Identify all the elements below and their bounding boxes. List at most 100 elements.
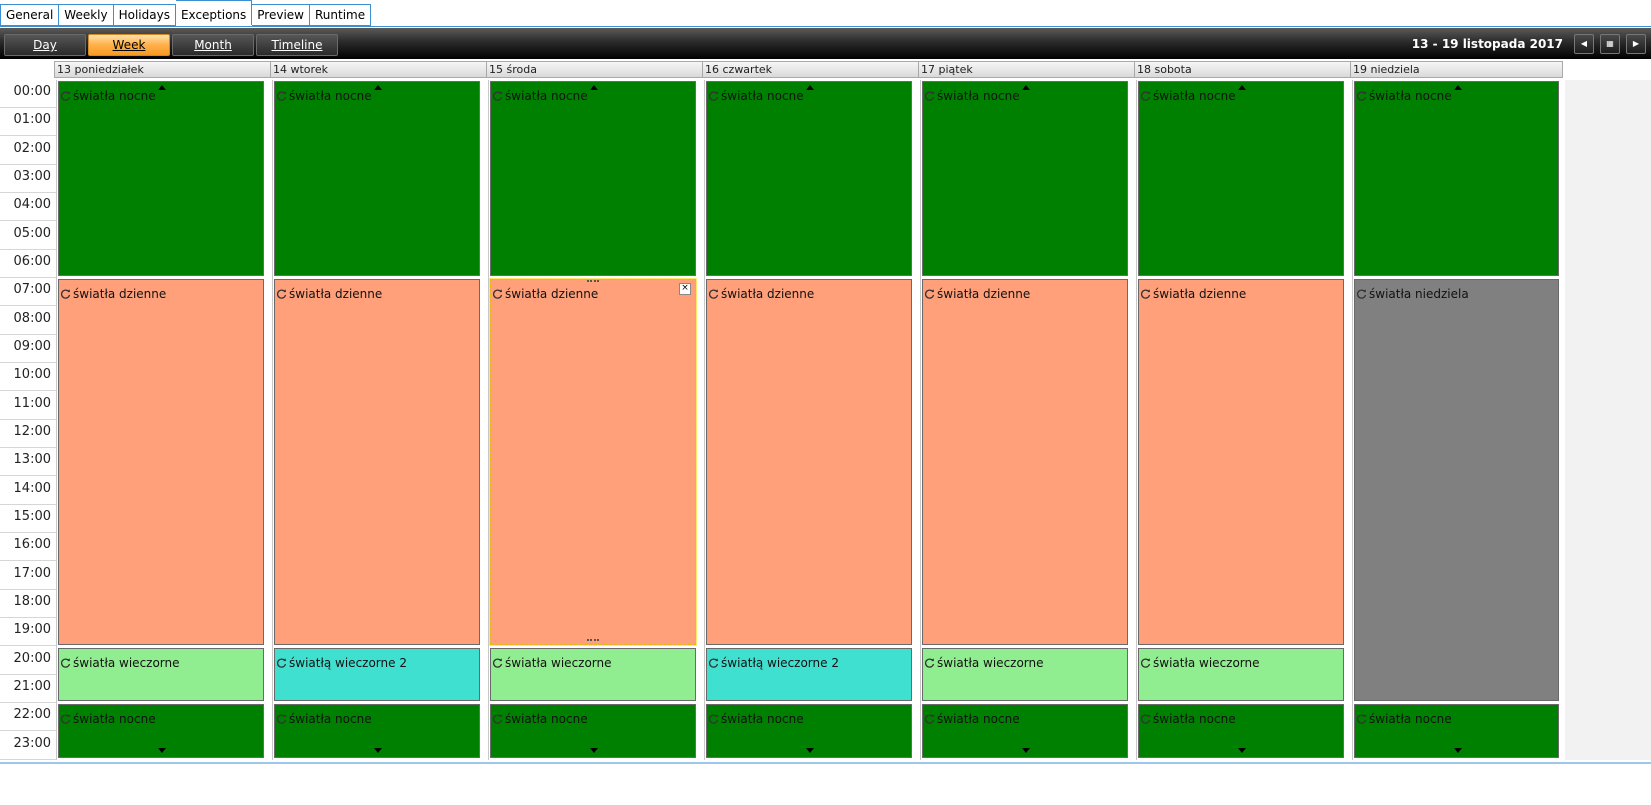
continues-earlier-icon[interactable] bbox=[806, 85, 814, 90]
hour-label: 22:00 bbox=[0, 703, 56, 732]
week-grid: światła nocne światła dzienne światła wiec… bbox=[56, 80, 1651, 760]
appointment[interactable]: światła wieczorne bbox=[1138, 647, 1344, 702]
recurrence-icon bbox=[1141, 657, 1151, 669]
appointment[interactable]: światła dzienne bbox=[274, 279, 480, 645]
recurrence-icon bbox=[925, 713, 935, 725]
continues-later-icon[interactable] bbox=[374, 747, 382, 753]
view-week-button[interactable]: Week bbox=[88, 34, 170, 56]
continues-later-icon[interactable] bbox=[1238, 747, 1246, 753]
day-header: 18 sobota bbox=[1134, 61, 1351, 78]
appointment[interactable]: światła wieczorne bbox=[58, 647, 264, 702]
appointment[interactable]: światła nocne bbox=[1138, 704, 1344, 758]
next-period-button[interactable]: ▶ bbox=[1626, 34, 1646, 54]
appointment[interactable]: światła nocne bbox=[1354, 704, 1559, 758]
triangle-left-icon: ◀ bbox=[1580, 39, 1588, 48]
appointment-title: światła nocne bbox=[721, 712, 804, 727]
hour-label: 07:00 bbox=[0, 278, 56, 307]
appointment[interactable]: światła nocne bbox=[706, 704, 912, 758]
appointment[interactable]: światła nocne bbox=[706, 81, 912, 277]
continues-later-icon[interactable] bbox=[590, 747, 598, 753]
recurrence-icon bbox=[1357, 288, 1367, 300]
tab-general[interactable]: General bbox=[0, 4, 60, 26]
hour-label: 21:00 bbox=[0, 675, 56, 703]
appointment-title: światła nocne bbox=[1369, 89, 1452, 103]
delete-appointment-icon[interactable]: × bbox=[679, 283, 691, 296]
continues-later-icon[interactable] bbox=[806, 747, 814, 753]
appointment-title: światła wieczorne bbox=[937, 655, 1044, 670]
resize-bottom-handle[interactable] bbox=[587, 638, 599, 644]
appointment[interactable]: światła nocne bbox=[922, 81, 1128, 277]
recurrence-icon bbox=[493, 288, 503, 300]
appointment-title: światła dzienne bbox=[289, 287, 383, 302]
hour-label: 09:00 bbox=[0, 335, 56, 363]
recurrence-icon bbox=[709, 90, 719, 102]
appointment[interactable]: światła nocne bbox=[490, 704, 696, 758]
appointment[interactable]: światła wieczorne bbox=[490, 647, 696, 702]
appointment[interactable]: światła nocne bbox=[58, 81, 264, 277]
recurrence-icon bbox=[709, 288, 719, 300]
appointment-title: światła nocne bbox=[937, 89, 1020, 103]
appointment[interactable]: światła nocne bbox=[58, 704, 264, 758]
continues-earlier-icon[interactable] bbox=[158, 85, 166, 90]
continues-earlier-icon[interactable] bbox=[1022, 85, 1030, 90]
appointment[interactable]: światła nocne bbox=[490, 81, 696, 277]
appointment-title: światła nocne bbox=[937, 712, 1020, 727]
hour-label: 03:00 bbox=[0, 165, 56, 193]
appointment[interactable]: światła dzienne bbox=[1138, 279, 1344, 645]
resize-top-handle[interactable] bbox=[587, 280, 599, 285]
appointment[interactable]: światła nocne bbox=[1138, 81, 1344, 277]
recurrence-icon bbox=[61, 90, 71, 102]
appointment[interactable]: światłą wieczorne 2 bbox=[706, 647, 912, 702]
appointment-title: światła nocne bbox=[73, 712, 156, 727]
appointment-title: światła nocne bbox=[289, 89, 372, 103]
appointment[interactable]: światła wieczorne bbox=[922, 647, 1128, 702]
appointment[interactable]: światła dzienne bbox=[922, 279, 1128, 645]
tab-preview[interactable]: Preview bbox=[252, 4, 310, 26]
appointment[interactable]: światła nocne bbox=[274, 81, 480, 277]
tab-exceptions[interactable]: Exceptions bbox=[175, 0, 253, 25]
appointment-title: światła nocne bbox=[505, 712, 588, 727]
appointment-title: światła nocne bbox=[1153, 89, 1236, 103]
scheduler-toolbar: Day Week Month Timeline 13 - 19 listopada 2… bbox=[0, 28, 1651, 59]
recurrence-icon bbox=[277, 657, 287, 669]
appointment[interactable]: światła nocne bbox=[922, 704, 1128, 758]
appointment[interactable]: światłą wieczorne 2 bbox=[274, 647, 480, 702]
tab-runtime[interactable]: Runtime bbox=[310, 4, 372, 26]
continues-earlier-icon[interactable] bbox=[374, 85, 382, 90]
recurrence-icon bbox=[709, 713, 719, 725]
day-header: 13 poniedziałek bbox=[54, 61, 271, 78]
hour-label: 17:00 bbox=[0, 562, 56, 590]
appointment[interactable]: światła niedziela bbox=[1354, 279, 1559, 702]
tab-holidays[interactable]: Holidays bbox=[113, 4, 176, 26]
appointment[interactable]: światła dzienne bbox=[58, 279, 264, 645]
tab-strip-line bbox=[0, 26, 1651, 27]
appointment-title: światła niedziela bbox=[1369, 287, 1469, 302]
prev-period-button[interactable]: ◀ bbox=[1574, 34, 1594, 54]
appointment[interactable]: światła nocne bbox=[274, 704, 480, 758]
view-month-button[interactable]: Month bbox=[172, 34, 254, 56]
appointment[interactable]: światła dzienne bbox=[706, 279, 912, 645]
hour-label: 05:00 bbox=[0, 222, 56, 250]
continues-later-icon[interactable] bbox=[158, 747, 166, 753]
day-header: 14 wtorek bbox=[270, 61, 487, 78]
hour-label: 12:00 bbox=[0, 420, 56, 448]
hour-label: 01:00 bbox=[0, 108, 56, 137]
hour-label: 14:00 bbox=[0, 477, 56, 505]
recurrence-icon bbox=[277, 288, 287, 300]
hour-label: 04:00 bbox=[0, 193, 56, 222]
appointment[interactable]: światła dzienne × bbox=[489, 278, 697, 646]
hour-label: 06:00 bbox=[0, 250, 56, 278]
continues-earlier-icon[interactable] bbox=[1453, 85, 1462, 90]
calendar-picker-button[interactable]: ▦ bbox=[1600, 34, 1620, 54]
recurrence-icon bbox=[925, 657, 935, 669]
view-day-button[interactable]: Day bbox=[4, 34, 86, 56]
appointment-title: światła dzienne bbox=[73, 287, 167, 302]
recurrence-icon bbox=[277, 90, 287, 102]
appointment[interactable]: światła nocne bbox=[1354, 81, 1559, 277]
continues-later-icon[interactable] bbox=[1453, 747, 1462, 753]
continues-earlier-icon[interactable] bbox=[590, 85, 598, 90]
tab-weekly[interactable]: Weekly bbox=[59, 4, 114, 26]
view-timeline-button[interactable]: Timeline bbox=[256, 34, 338, 56]
continues-later-icon[interactable] bbox=[1022, 747, 1030, 753]
continues-earlier-icon[interactable] bbox=[1238, 85, 1246, 90]
